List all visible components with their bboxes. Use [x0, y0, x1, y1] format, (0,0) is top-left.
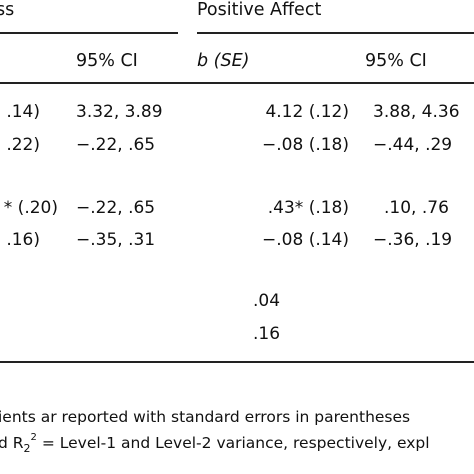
- table-note-line-1: ients ar reported with standard errors i…: [0, 408, 411, 426]
- note-subscript: 2: [23, 442, 31, 455]
- note-superscript: 2: [30, 432, 37, 443]
- right-ci-cell: −.36, .19: [373, 230, 453, 250]
- header-rule-right: [197, 32, 474, 34]
- right-b-se-cell: 4.12 (.12): [265, 102, 349, 122]
- subheader-rule: [0, 82, 474, 84]
- left-ci-cell: −.22, .65: [76, 135, 156, 155]
- note-rest: = Level-1 and Level-2 variance, respecti…: [36, 434, 430, 452]
- group-header-positive-affect: Positive Affect: [197, 0, 322, 20]
- note-prefix: d R: [0, 434, 24, 452]
- group-header-left-fragment: ss: [0, 0, 15, 20]
- left-ci-cell: 3.32, 3.89: [76, 102, 163, 122]
- left-ci-cell: −.22, .65: [76, 198, 156, 218]
- column-header-left-ci: 95% CI: [76, 51, 138, 71]
- right-b-se-cell: .43* (.18): [267, 198, 349, 218]
- left-b-se-cell: * (.20): [3, 198, 58, 218]
- column-header-b-se: b (SE): [197, 51, 250, 71]
- left-b-se-cell: .22): [6, 135, 40, 155]
- left-ci-cell: −.35, .31: [76, 230, 156, 250]
- column-header-right-ci: 95% CI: [365, 51, 427, 71]
- right-b-se-cell: −.08 (.18): [262, 135, 349, 155]
- right-ci-cell: 3.88, 4.36: [373, 102, 460, 122]
- table-note-line-2: d R22 = Level-1 and Level-2 variance, re…: [0, 432, 430, 456]
- level1-variance-value: .04: [253, 291, 281, 311]
- right-ci-cell: −.44, .29: [373, 135, 453, 155]
- left-b-se-cell: .14): [6, 102, 40, 122]
- header-rule-left: [0, 32, 178, 34]
- level2-variance-value: .16: [253, 324, 281, 344]
- right-ci-cell: .10, .76: [384, 198, 449, 218]
- table-bottom-rule: [0, 361, 474, 363]
- left-b-se-cell: .16): [6, 230, 40, 250]
- right-b-se-cell: −.08 (.14): [262, 230, 349, 250]
